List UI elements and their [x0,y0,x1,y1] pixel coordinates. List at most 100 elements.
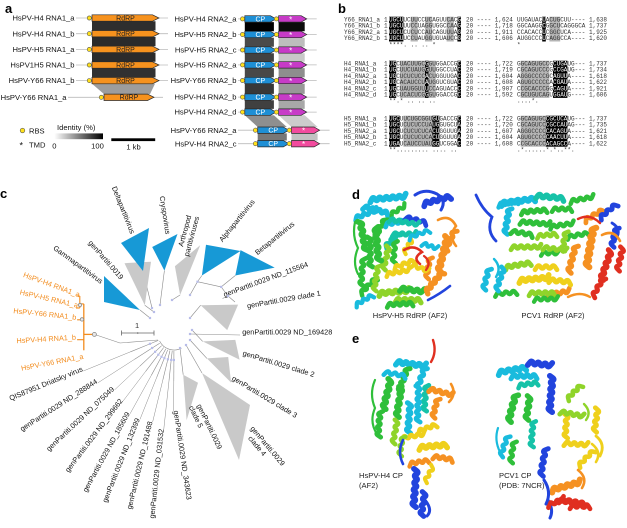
svg-text:1: 1 [384,29,388,36]
svg-text:CP: CP [255,95,265,102]
svg-text:C: C [457,61,461,68]
svg-text:G----: G---- [567,92,585,99]
svg-text:**.* .. .. ..: **.* .. .. .. [389,98,436,105]
svg-text:20 ---- 1,607: 20 ---- 1,607 [466,128,513,135]
svg-text:CUGGUUGA: CUGGUUGA [429,73,458,80]
svg-text:UG: UG [432,122,440,129]
svg-text:CGCUGUCAGU: CGCUGUCAGU [517,92,553,99]
svg-text:e: e [352,331,359,346]
svg-text:1,737: 1,737 [589,61,607,68]
svg-text:TMD: TMD [29,141,46,150]
svg-text:UG: UG [389,73,397,80]
svg-text:1,735: 1,735 [589,122,607,129]
svg-text:UUCCUAGGUGGCCAA: UUCCUAGGUGGCCAA [403,23,457,30]
svg-text:C: C [542,23,546,30]
svg-text:CCACACC: CCACACC [517,29,543,36]
svg-text:HsPV1H5 RNA1_b: HsPV1H5 RNA1_b [10,61,74,70]
svg-text:GG: GG [432,140,440,147]
svg-text:1,618: 1,618 [589,73,607,80]
svg-text:20 ---- 1,608: 20 ---- 1,608 [466,79,513,86]
svg-text:RdRP: RdRP [116,78,135,85]
svg-text:UG: UG [389,85,397,92]
svg-text:UGC: UGC [389,128,400,135]
svg-text:CUCACUCG: CUCACUCG [396,92,425,99]
svg-text:HsPV-H5 RdRP (AF2): HsPV-H5 RdRP (AF2) [373,311,448,320]
svg-text:20 ---- 1,722: 20 ---- 1,722 [466,61,513,68]
svg-text:0: 0 [52,142,56,151]
svg-text:CGAU: CGAU [553,79,568,86]
svg-text:20 ---- 1,718: 20 ---- 1,718 [466,23,513,30]
svg-text:PCV1 RdRP (AF2): PCV1 RdRP (AF2) [521,311,585,320]
svg-text:UG: UG [389,92,397,99]
svg-text:*: * [289,109,292,118]
svg-text:UGA: UGA [389,140,400,147]
svg-text:1,621: 1,621 [589,128,607,135]
svg-text:CUUCUAUG: CUUCUAUG [396,67,425,74]
svg-text:H5_RNA2_b: H5_RNA2_b [344,134,377,141]
svg-text:d: d [352,187,360,202]
svg-text:CP: CP [255,47,265,54]
svg-text:1,618: 1,618 [589,134,607,141]
svg-text:UUGAUAC: UUGAUAC [517,17,543,24]
svg-text:CACAGU: CACAGU [546,128,568,135]
svg-text:CCGCACCC: CCGCACCC [517,140,546,147]
svg-text:*: * [20,141,24,151]
svg-text:A: A [457,128,461,135]
svg-text:RdRP: RdRP [116,62,135,69]
svg-text:GGUUG: GGUUG [439,128,457,135]
svg-text:CAACUU: CAACUU [546,134,568,141]
svg-text:20 ---- 1,608: 20 ---- 1,608 [466,140,513,147]
svg-text:RdRP: RdRP [116,15,135,22]
svg-text:1: 1 [384,122,388,129]
svg-text:1: 1 [384,85,388,92]
svg-text:H4_RNA2_a: H4_RNA2_a [344,73,377,80]
svg-text:CUCUCUCC: CUCUCUCC [396,73,425,80]
svg-text:a: a [5,1,13,16]
svg-text:GGCAAGG: GGCAAGG [517,23,543,30]
svg-text:1: 1 [384,128,388,135]
svg-text:UG: UG [389,67,397,74]
svg-text:20 ---- 1,624: 20 ---- 1,624 [466,17,513,24]
svg-text:20 ---- 1,907: 20 ---- 1,907 [466,85,513,92]
svg-text:1: 1 [384,116,388,123]
svg-text:A----: A---- [567,73,585,80]
svg-text:HsPV-H5 RNA2_c: HsPV-H5 RNA2_c [175,46,237,55]
svg-text:CGCAGUCCCG: CGCAGUCCCG [517,67,553,74]
svg-text:UCAUCCUAU: UCAUCCUAU [400,140,433,147]
svg-text:(PDB: 7NCR): (PDB: 7NCR) [499,481,545,490]
svg-text:HsPV-Y66 RNA1_a: HsPV-Y66 RNA1_a [1,93,68,102]
svg-text:UGCU: UGCU [389,29,404,36]
svg-text:1,737: 1,737 [589,116,607,123]
svg-text:CP: CP [255,32,265,39]
svg-text:A: A [457,122,461,129]
svg-text:RdRP: RdRP [120,95,139,102]
svg-text:UGC: UGC [389,116,400,123]
svg-text:RBS: RBS [29,127,45,136]
svg-text:UCCUAUGGUGUAUCC: UCCUAUGGUGUAUCC [403,35,457,42]
svg-text:HsPV-H4 RNA1_a: HsPV-H4 RNA1_a [12,14,75,23]
svg-text:H5_RNA1_b: H5_RNA1_b [344,122,377,129]
svg-text:H4_RNA1_b: H4_RNA1_b [344,67,377,74]
svg-text:UG: UG [389,79,397,86]
svg-text:CCGCACCCGG: CCGCACCCGG [517,85,553,92]
svg-text:GGAU: GGAU [553,92,568,99]
svg-text:G: G [457,23,461,30]
svg-text:1,606: 1,606 [589,92,607,99]
svg-text:HsPV-H5 RNA2_b: HsPV-H5 RNA2_b [174,30,236,39]
svg-text:****. .. .. *: ****. .. .. * [389,41,436,48]
svg-text:UGC: UGC [389,122,400,129]
svg-text:C: C [457,140,461,147]
svg-text:UGC: UGC [389,134,400,141]
svg-text:H5_RNA2_c: H5_RNA2_c [344,140,377,147]
svg-text:AUGGCCC: AUGGCCC [517,35,543,42]
svg-text:AGGGCCCCGC: AGGGCCCCGC [517,73,553,80]
svg-text:1: 1 [384,35,388,42]
svg-text:CUGA: CUGA [553,61,568,68]
svg-text:HsPV-H4 RNA2_d: HsPV-H4 RNA2_d [174,108,236,117]
svg-text:1: 1 [384,61,388,68]
svg-text:UG---: UG--- [567,67,585,74]
svg-text:1,620: 1,620 [589,35,607,42]
svg-text:RdRP: RdRP [116,31,135,38]
svg-text:*: * [517,41,521,48]
svg-text:UGCU: UGCU [389,23,404,30]
